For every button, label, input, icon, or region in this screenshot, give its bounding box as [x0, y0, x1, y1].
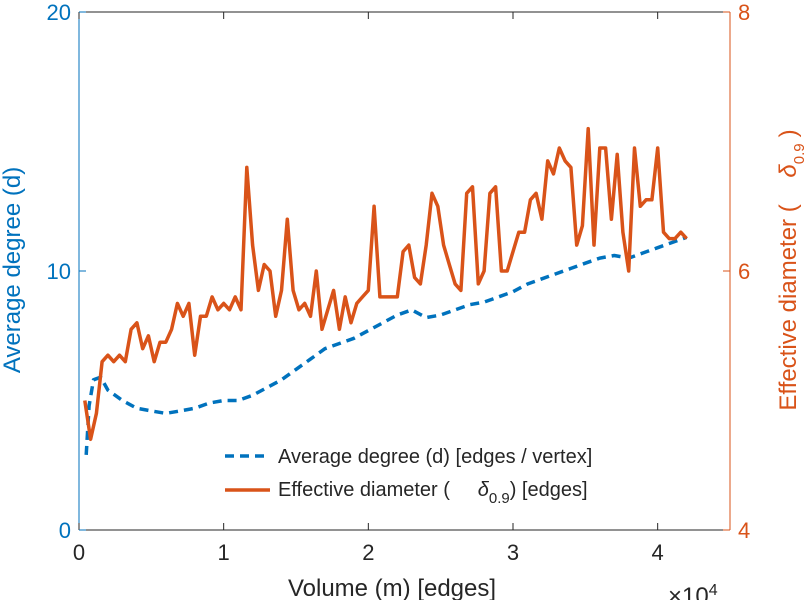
- x-tick-label: 4: [652, 540, 664, 565]
- right-axis-label: Effective diameter ( δ0.9): [775, 129, 808, 410]
- x-exponent-base: ×10: [668, 583, 709, 600]
- right-label-subscript: 0.9: [791, 143, 808, 164]
- right-y-tick-label: 8: [738, 0, 750, 25]
- effective-diameter-line: [83, 126, 688, 442]
- legend-label-effective-diameter: Effective diameter ( δ0.9) [edges]: [278, 479, 588, 507]
- legend-entry2-prefix: Effective diameter (: [278, 479, 450, 501]
- x-tick-label: 0: [73, 540, 85, 565]
- legend: Average degree (d) [edges / vertex] Effe…: [225, 446, 592, 507]
- left-axis-label: Average degree (d): [0, 167, 26, 373]
- x-axis-label: Volume (m) [edges]: [288, 575, 496, 600]
- legend-entry2-suffix: ) [edges]: [510, 479, 588, 501]
- legend-entry2-symbol: δ: [478, 479, 490, 501]
- x-exponent-power: 4: [709, 582, 718, 599]
- ticks-layer: 0 1 2 3 4 0 10 20 4 6 8: [47, 0, 751, 565]
- right-y-tick-label: 6: [738, 259, 750, 284]
- left-y-tick-label: 20: [47, 0, 71, 25]
- x-tick-label: 1: [218, 540, 230, 565]
- legend-entry2-gap: [450, 479, 478, 501]
- right-label-symbol: δ: [775, 164, 802, 178]
- legend-entry2-subscript: 0.9: [489, 490, 510, 507]
- right-label-gap: [775, 178, 802, 205]
- left-y-tick-label: 10: [47, 259, 71, 284]
- x-axis-exponent: ×104: [668, 582, 718, 600]
- right-label-prefix: Effective diameter (: [775, 204, 802, 410]
- left-y-tick-label: 0: [59, 518, 71, 543]
- legend-label-average-degree: Average degree (d) [edges / vertex]: [278, 446, 592, 468]
- series-layer: [83, 126, 688, 456]
- x-tick-label: 3: [507, 540, 519, 565]
- average-degree-line: [84, 235, 688, 456]
- right-y-tick-label: 4: [738, 518, 750, 543]
- right-label-suffix: ): [775, 129, 802, 137]
- x-tick-label: 2: [362, 540, 374, 565]
